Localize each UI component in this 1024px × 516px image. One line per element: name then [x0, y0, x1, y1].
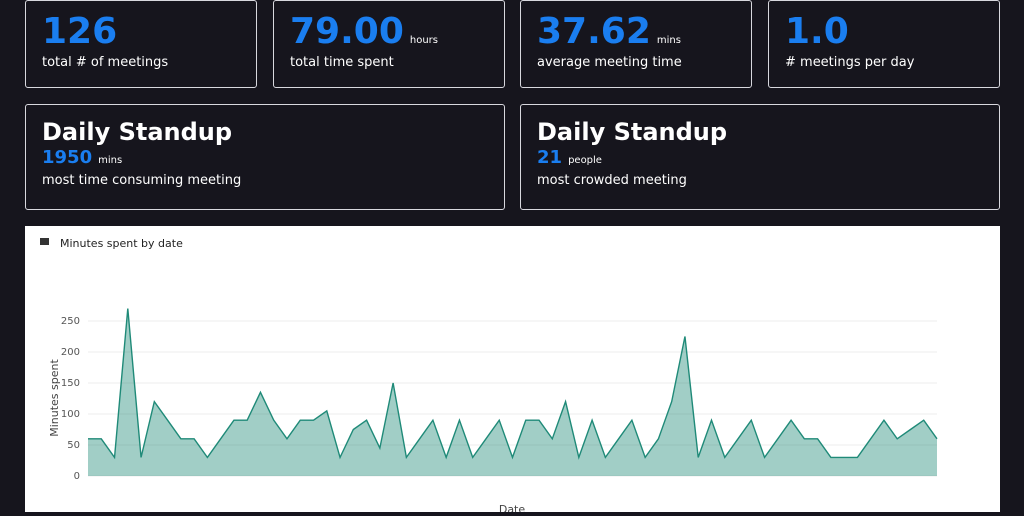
area — [88, 308, 937, 476]
highlight-label: most time consuming meeting — [42, 173, 242, 188]
stat-label: total time spent — [290, 55, 394, 70]
y-tick-label: 250 — [61, 316, 80, 327]
highlight-value: 1950 — [42, 147, 93, 168]
highlight-unit: people — [568, 155, 602, 166]
chart-icon — [40, 238, 49, 245]
stat-card: 1.0 # meetings per day — [768, 0, 1000, 88]
highlight-row: 21 people — [537, 147, 983, 173]
chart-title: Minutes spent by date — [60, 237, 183, 250]
stat-label: average meeting time — [537, 55, 682, 70]
stat-label: total # of meetings — [42, 55, 169, 70]
highlight-title: Daily Standup — [537, 118, 728, 146]
highlight-label: most crowded meeting — [537, 173, 687, 188]
stat-value: 1.0 — [785, 11, 849, 52]
stat-row: 79.00 hours — [290, 11, 488, 55]
x-axis-label: Date — [499, 503, 526, 512]
stat-unit: mins — [656, 35, 681, 46]
y-tick-label: 150 — [61, 378, 80, 389]
highlight-unit: mins — [98, 155, 123, 166]
y-tick-label: 0 — [74, 471, 80, 482]
chart-panel: Minutes spent by date Date Minutes spent… — [25, 226, 1000, 516]
stat-row: 126 — [42, 11, 240, 55]
stat-card: 79.00 hours total time spent — [273, 0, 505, 88]
y-axis-label: Minutes spent — [48, 359, 61, 437]
stat-value: 37.62 — [537, 11, 651, 52]
chart: Minutes spent by date Date Minutes spent… — [40, 237, 938, 516]
highlight-card: Daily Standup 1950 mins most time consuming… — [25, 104, 505, 210]
stat-value: 126 — [42, 11, 118, 52]
stat-card: 126 total # of meetings — [25, 0, 257, 88]
stat-card: 37.62 mins average meeting time — [520, 0, 752, 88]
stat-value: 79.00 — [290, 11, 404, 52]
stat-label: # meetings per day — [785, 55, 915, 70]
y-tick-label: 100 — [61, 409, 80, 420]
highlight-row: 1950 mins — [42, 147, 488, 173]
highlight-card: Daily Standup 21 people most crowded meetin… — [520, 104, 1000, 210]
stat-unit: hours — [409, 35, 438, 46]
y-tick-label: 200 — [61, 347, 80, 358]
stat-row: 1.0 — [785, 11, 983, 55]
y-tick-label: 50 — [67, 440, 80, 451]
line — [88, 308, 938, 460]
stat-row: 37.62 mins — [537, 11, 735, 55]
highlight-title: Daily Standup — [42, 118, 233, 146]
highlight-value: 21 — [537, 147, 563, 168]
